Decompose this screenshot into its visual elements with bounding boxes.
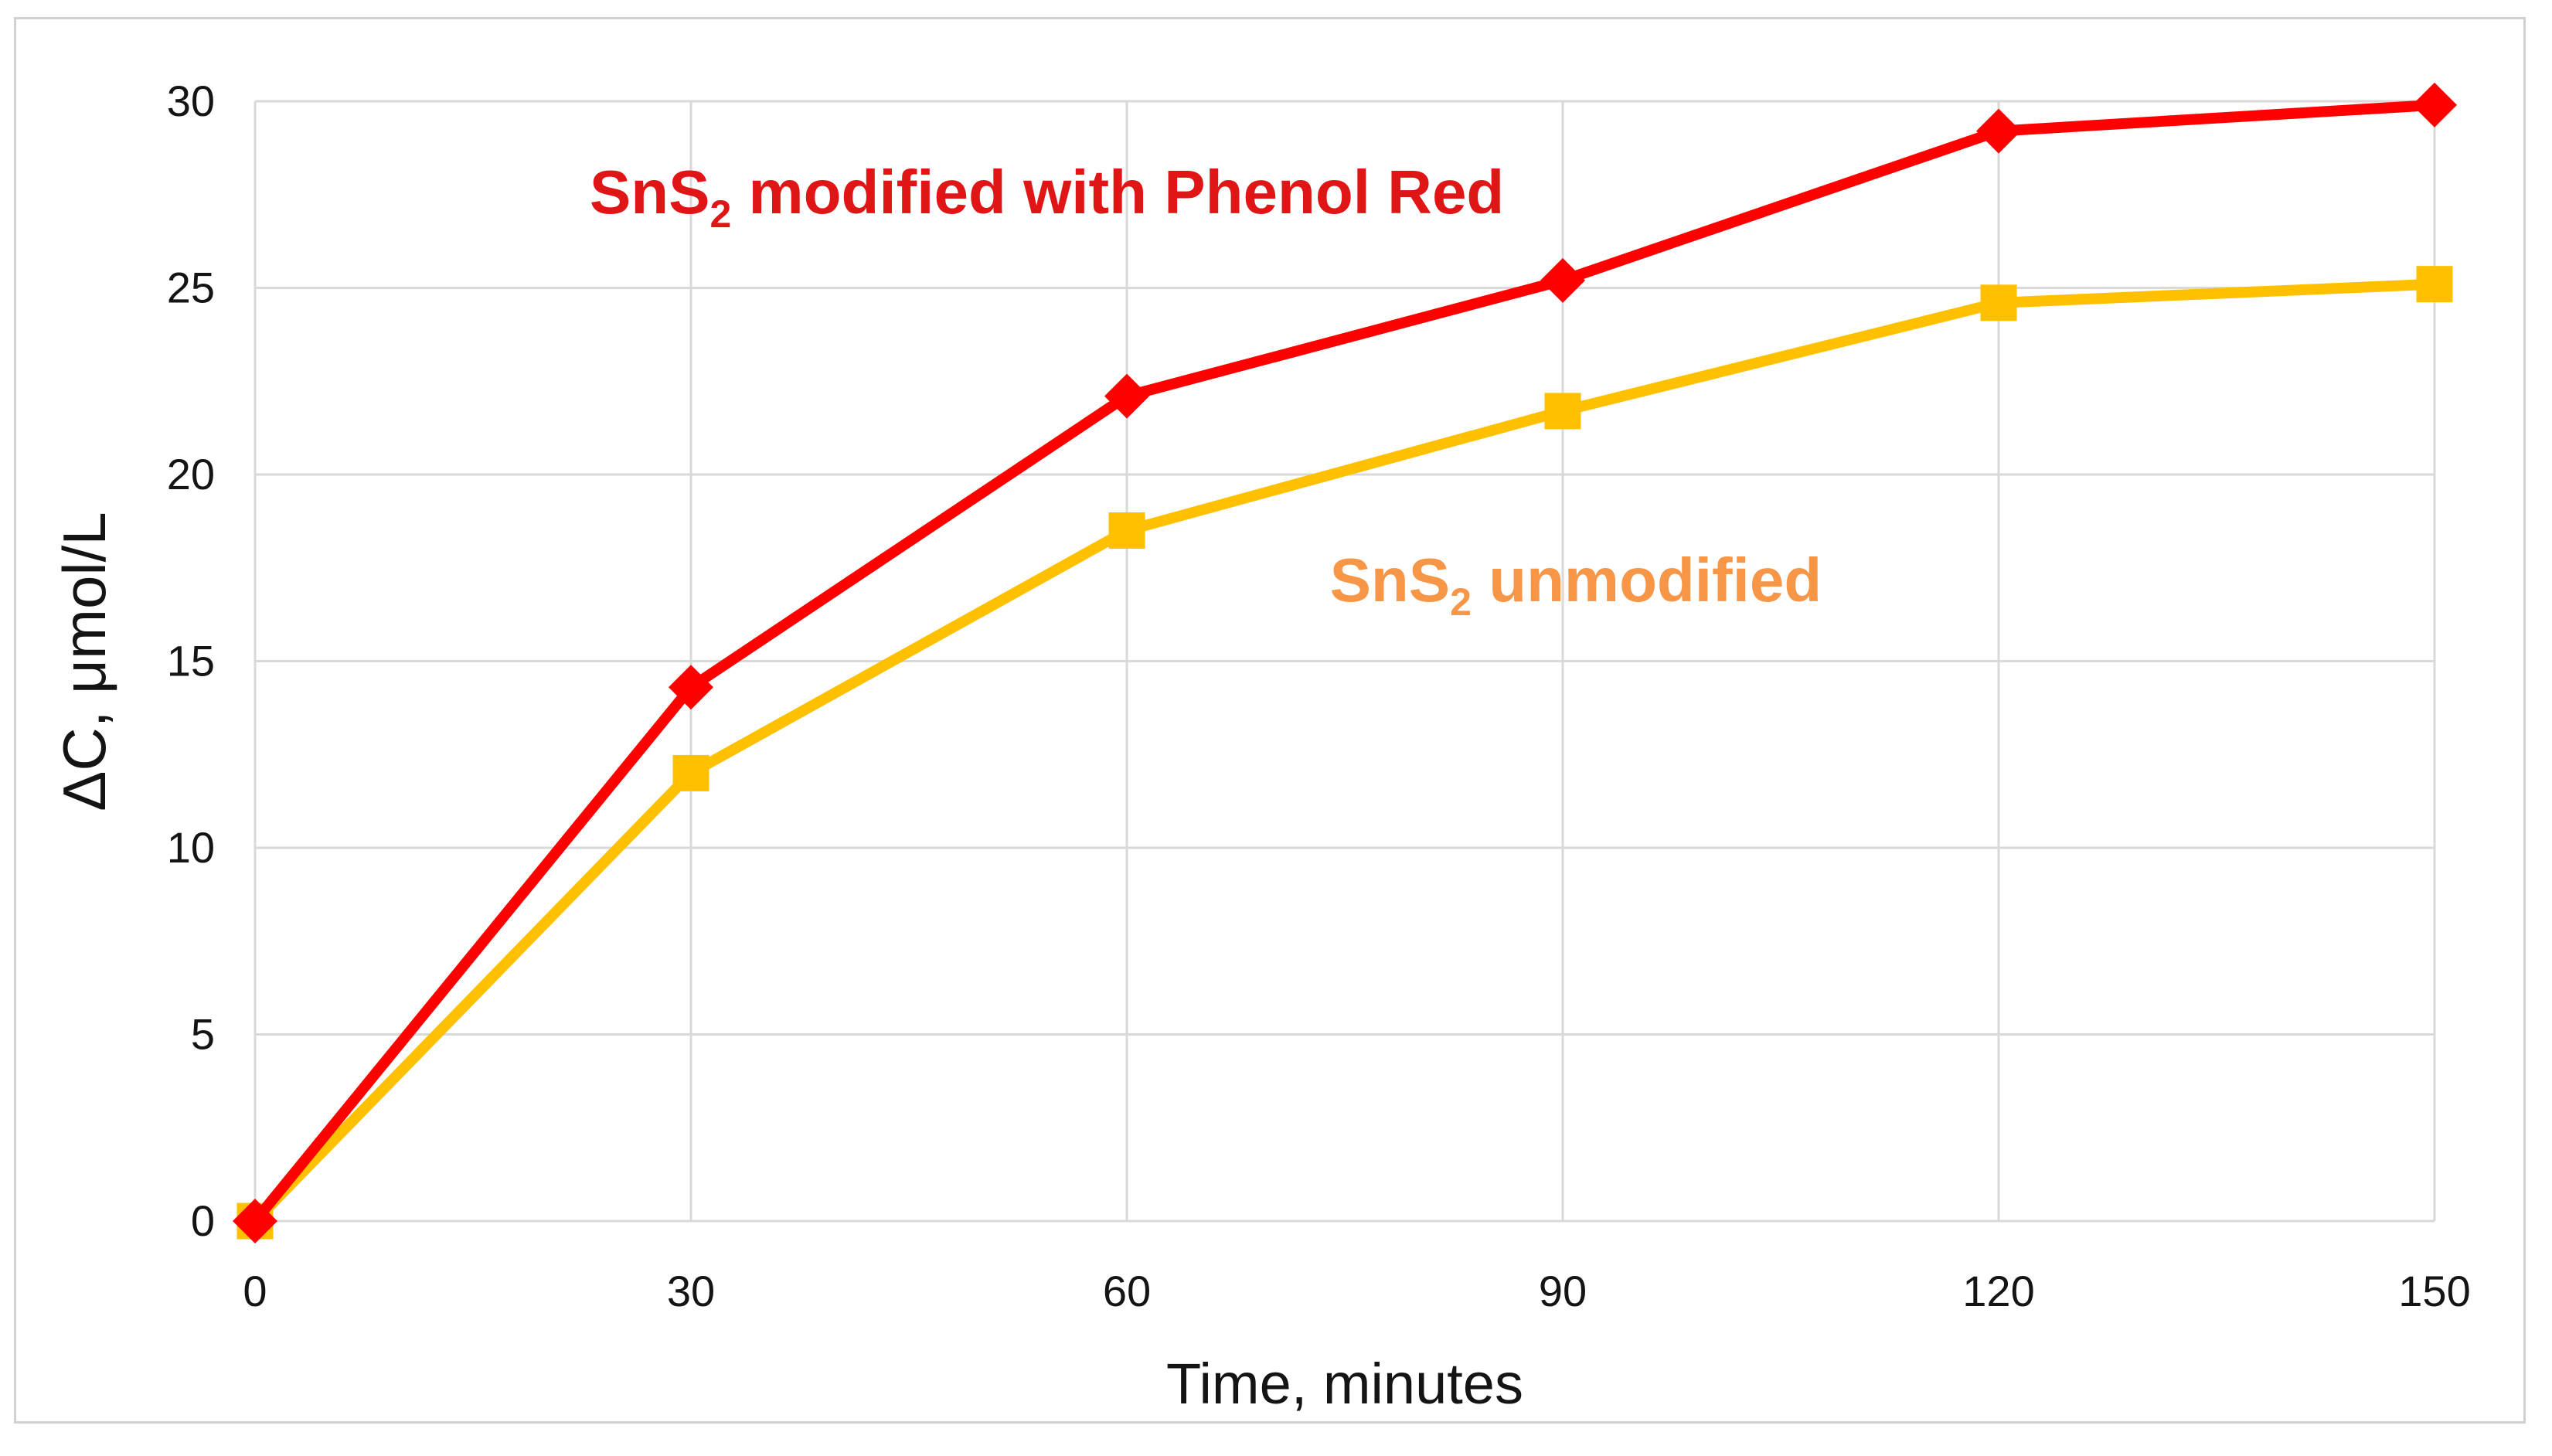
marker-0-x90 bbox=[1540, 257, 1585, 303]
y-tick-label-30: 30 bbox=[167, 77, 215, 125]
y-tick-label-5: 5 bbox=[191, 1010, 215, 1059]
marker-0-x120 bbox=[1976, 108, 2021, 154]
annotation-layer: SnS2 modified with Phenol Red SnS2 unmodi… bbox=[590, 158, 1822, 624]
series-line-0 bbox=[250, 99, 2440, 1226]
x-tick-label-60: 60 bbox=[1103, 1267, 1151, 1315]
marker-0-x30 bbox=[669, 665, 713, 710]
y-axis-title: ΔC, μmol/L bbox=[50, 512, 118, 811]
series-annotation-0: SnS2 modified with Phenol Red bbox=[590, 158, 1504, 236]
marker-1-x120 bbox=[1980, 284, 2017, 321]
marker-0-x60 bbox=[1104, 373, 1149, 419]
marker-1-x30 bbox=[672, 754, 709, 791]
x-tick-label-150: 150 bbox=[2398, 1267, 2470, 1315]
tick-layer: 0 30 60 90 120 150 0 5 10 15 20 25 30 bbox=[167, 77, 2471, 1315]
marker-1-x60 bbox=[1108, 512, 1145, 549]
grid-layer bbox=[253, 100, 2436, 1223]
marker-1-x90 bbox=[1544, 393, 1581, 430]
marker-0-x0 bbox=[233, 1199, 277, 1243]
series-line-1 bbox=[250, 278, 2440, 1226]
x-tick-label-30: 30 bbox=[667, 1267, 715, 1315]
marker-1-x150 bbox=[2416, 266, 2453, 303]
series-annotation-1: SnS2 unmodified bbox=[1330, 546, 1822, 624]
x-tick-label-90: 90 bbox=[1539, 1267, 1587, 1315]
y-tick-label-20: 20 bbox=[167, 450, 215, 498]
y-tick-label-0: 0 bbox=[191, 1196, 215, 1245]
series-layer bbox=[233, 82, 2457, 1243]
y-tick-label-10: 10 bbox=[167, 823, 215, 872]
marker-0-x150 bbox=[2412, 82, 2457, 128]
y-tick-label-25: 25 bbox=[167, 264, 215, 312]
x-axis-title: Time, minutes bbox=[1166, 1352, 1523, 1416]
x-tick-label-120: 120 bbox=[1962, 1267, 2034, 1315]
y-tick-label-15: 15 bbox=[167, 637, 215, 685]
x-tick-label-0: 0 bbox=[243, 1267, 267, 1315]
chart-border-frame bbox=[14, 17, 2526, 1424]
